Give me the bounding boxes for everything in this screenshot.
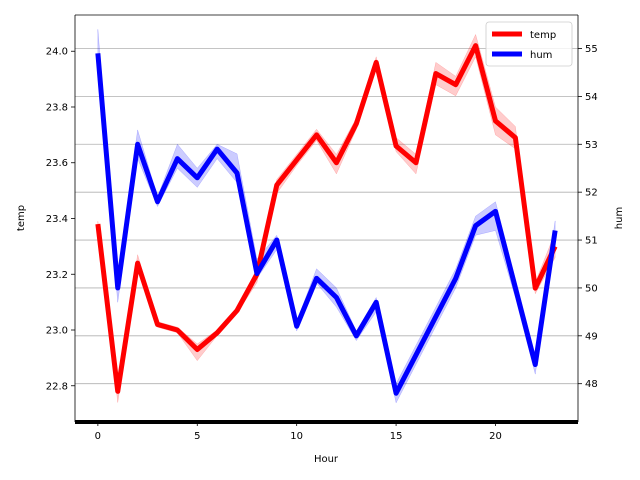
right-y-tick-label: 48 [585, 379, 598, 390]
left-y-tick-label: 23.8 [46, 102, 68, 113]
right-y-tick-label: 52 [585, 188, 598, 199]
x-axis-label: Hour [314, 454, 339, 465]
gridlines [75, 48, 578, 385]
right-y-tick-label: 50 [585, 283, 598, 294]
legend-label-temp: temp [530, 30, 556, 41]
left-y-tick-label: 23.6 [46, 158, 68, 169]
left-y-tick-label: 23.4 [46, 214, 68, 225]
series-lines [95, 43, 558, 396]
x-tick-label: 0 [95, 431, 101, 442]
left-y-tick-label: 23.0 [46, 326, 68, 337]
legend: temp hum [485, 21, 573, 67]
legend-label-hum: hum [530, 50, 552, 61]
x-tick-label: 15 [390, 431, 403, 442]
right-y-tick-label: 53 [585, 140, 598, 151]
x-tick-label: 5 [194, 431, 200, 442]
legend-frame [485, 21, 573, 67]
left-y-axis-label: temp [16, 205, 27, 231]
left-y-tick-label: 24.0 [46, 47, 68, 58]
left-y-tick-label: 22.8 [46, 381, 68, 392]
temp-line [95, 43, 558, 394]
x-tick-label: 20 [489, 431, 502, 442]
right-y-tick-label: 55 [585, 44, 598, 55]
right-y-tick-label: 49 [585, 331, 598, 342]
right-y-tick-label: 51 [585, 236, 598, 247]
hum-line [95, 53, 558, 396]
x-tick-label: 10 [290, 431, 303, 442]
left-y-tick-label: 23.2 [46, 270, 68, 281]
axes: 0 5 10 15 20 22.8 23.0 23.2 23.4 23.6 23.8 24.0 48 49… [46, 14, 598, 442]
right-y-tick-label: 54 [585, 92, 598, 103]
right-y-axis-label: hum [614, 207, 625, 229]
